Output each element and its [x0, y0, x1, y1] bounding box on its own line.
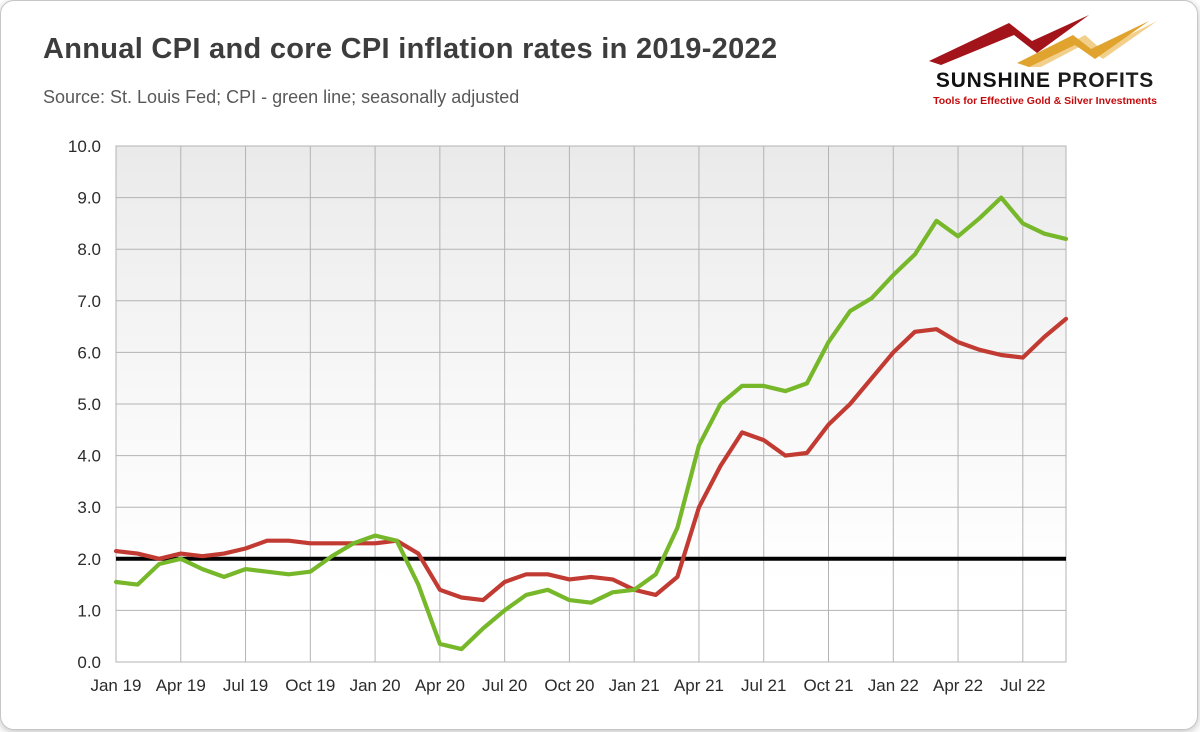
y-tick-label: 3.0: [77, 498, 101, 517]
y-tick-label: 7.0: [77, 292, 101, 311]
x-tick-label: Jul 21: [741, 676, 786, 695]
logo-bolt-light: [1027, 21, 1157, 67]
y-tick-label: 5.0: [77, 395, 101, 414]
logo-tagline: Tools for Effective Gold & Silver Invest…: [933, 95, 1157, 107]
y-tick-label: 4.0: [77, 447, 101, 466]
logo-bolt-red: [929, 15, 1089, 65]
x-tick-label: Apr 19: [156, 676, 206, 695]
x-tick-label: Jan 22: [868, 676, 919, 695]
cpi-line: [113, 195, 1069, 652]
x-tick-label: Oct 19: [285, 676, 335, 695]
y-tick-label: 1.0: [77, 601, 101, 620]
plot-border: [115, 145, 1067, 663]
x-tick-label: Oct 21: [803, 676, 853, 695]
x-tick-label: Jan 20: [350, 676, 401, 695]
y-tick-label: 8.0: [77, 240, 101, 259]
logo-bolt-gold: [1017, 21, 1149, 67]
x-tick-label: Oct 20: [544, 676, 594, 695]
y-tick-label: 2.0: [77, 550, 101, 569]
sunshine-profits-logo: SUNSHINE PROFITS Tools for Effective Gol…: [915, 15, 1175, 107]
x-tick-label: Apr 22: [933, 676, 983, 695]
logo-bolts-icon: [929, 15, 1157, 67]
y-tick-label: 9.0: [77, 189, 101, 208]
chart-subtitle: Source: St. Louis Fed; CPI - green line;…: [43, 87, 520, 107]
x-tick-label: Apr 20: [415, 676, 465, 695]
y-tick-label: 10.0: [68, 137, 101, 156]
y-tick-label: 0.0: [77, 653, 101, 672]
logo-name: SUNSHINE PROFITS: [915, 69, 1175, 93]
x-tick-label: Jul 19: [223, 676, 268, 695]
logo-name-bold: SUNSHINE: [935, 69, 1051, 92]
x-tick-label: Jul 22: [1000, 676, 1045, 695]
x-tick-label: Jul 20: [482, 676, 527, 695]
core-cpi-line: [113, 316, 1069, 603]
chart-title: Annual CPI and core CPI inflation rates …: [43, 33, 778, 65]
x-tick-label: Apr 21: [674, 676, 724, 695]
x-tick-label: Jan 21: [609, 676, 660, 695]
logo-name-rest: PROFITS: [1050, 69, 1155, 92]
y-tick-label: 6.0: [77, 343, 101, 362]
x-tick-label: Jan 19: [90, 676, 141, 695]
